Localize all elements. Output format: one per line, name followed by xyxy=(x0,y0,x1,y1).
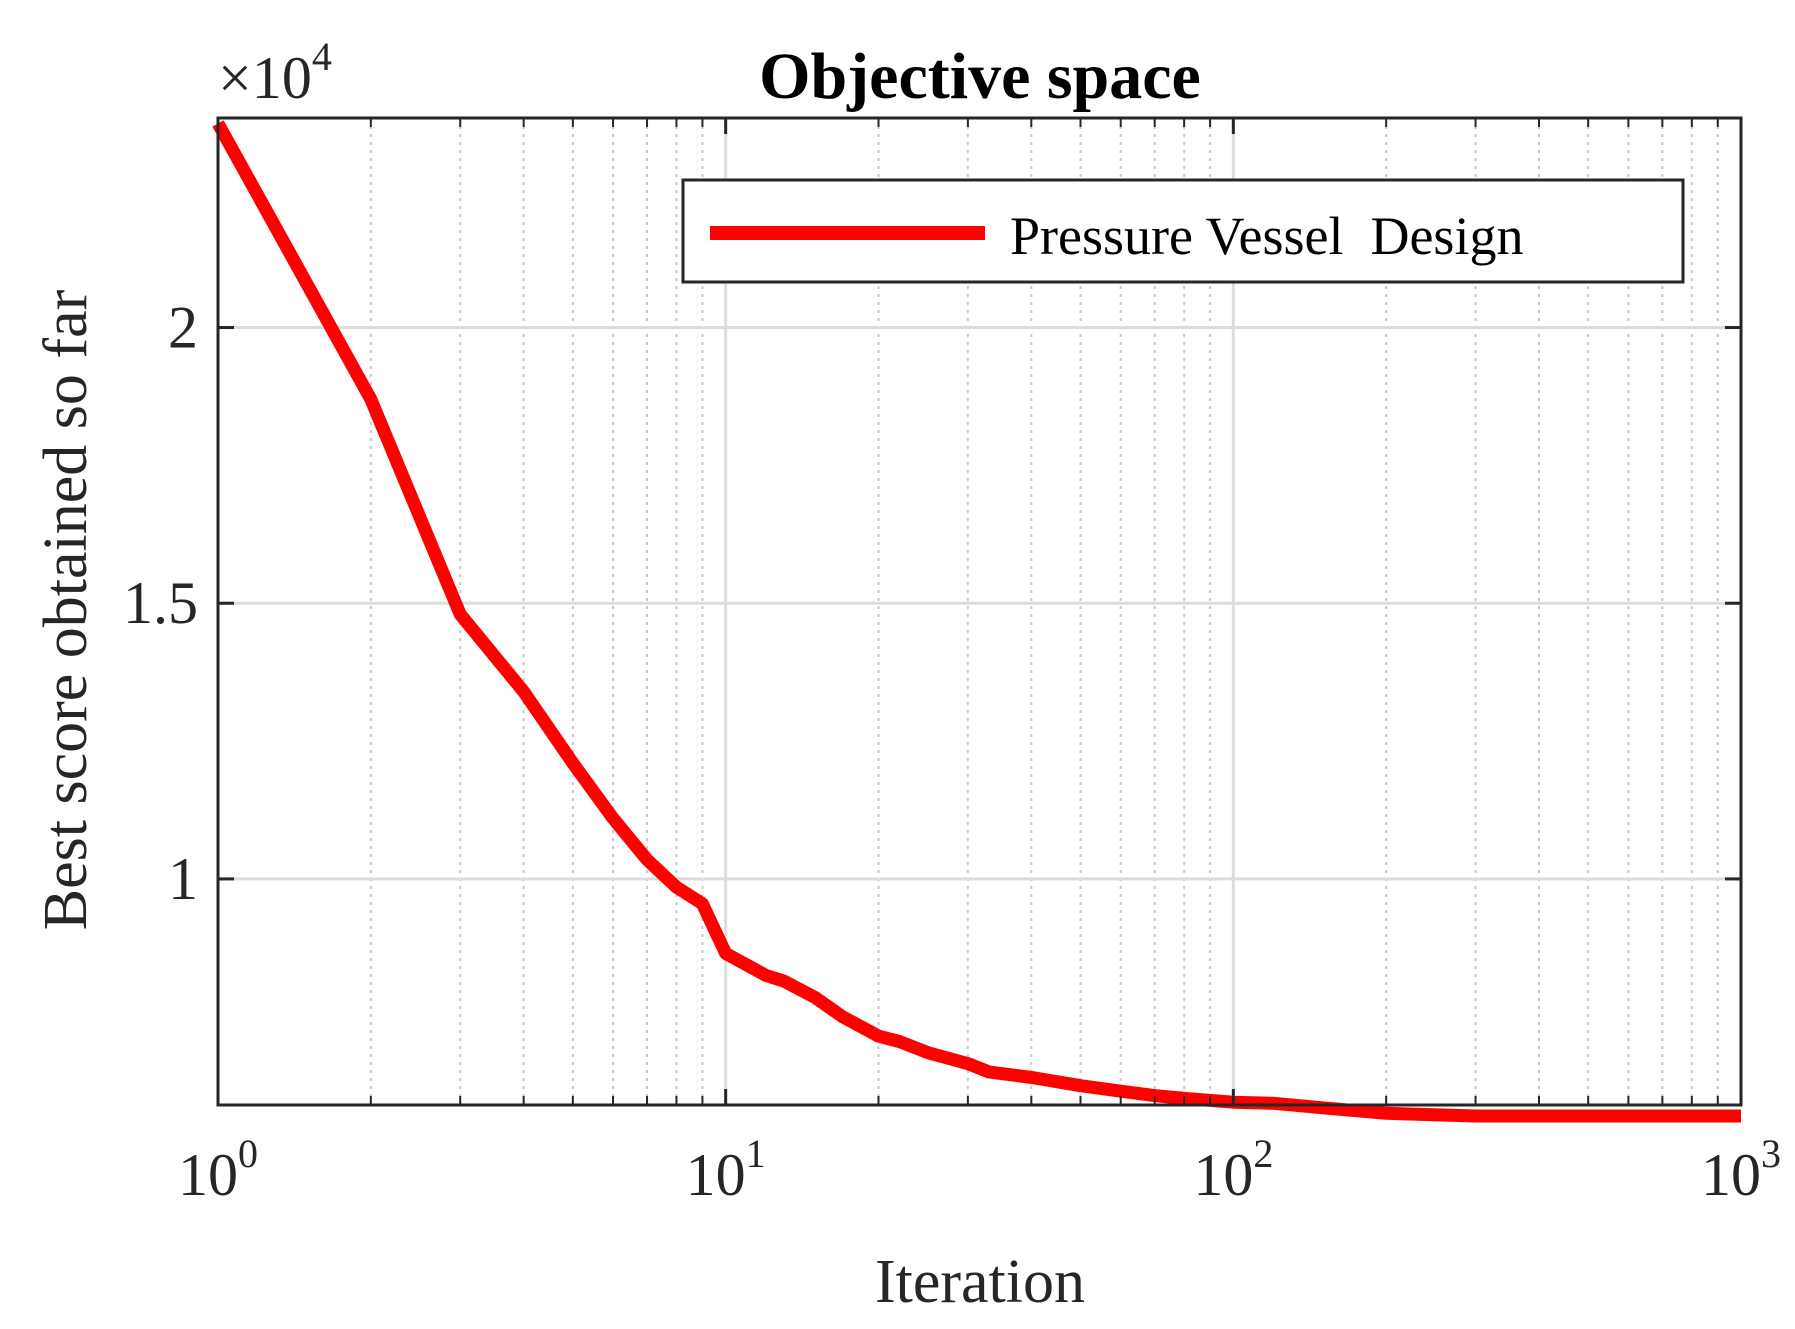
y-tick-labels: 11.52 xyxy=(123,295,198,912)
x-tick-label: 103 xyxy=(1701,1131,1781,1208)
chart-title: Objective space xyxy=(759,40,1201,113)
y-axis-label: Best score obtained so far xyxy=(32,289,100,930)
x-tick-label: 100 xyxy=(178,1131,258,1208)
y-multiplier: ×104 xyxy=(218,34,332,111)
y-tick-label: 1.5 xyxy=(123,570,198,636)
x-tick-labels: 100 101 102 103 xyxy=(178,1131,1781,1208)
tick-marks xyxy=(216,118,1743,1105)
legend-label-pressure-vessel-design: Pressure Vessel Design xyxy=(1010,206,1523,266)
y-tick-label: 1 xyxy=(168,846,198,912)
x-tick-label: 102 xyxy=(1193,1131,1273,1208)
legend[interactable]: Pressure Vessel Design xyxy=(681,178,1685,284)
x-axis-label: Iteration xyxy=(875,1248,1085,1316)
series-layer xyxy=(212,120,1741,1123)
axes-box xyxy=(216,116,1743,1107)
x-tick-label: 101 xyxy=(686,1131,766,1208)
y-tick-label: 2 xyxy=(168,295,198,361)
series-line-pressure-vessel-design xyxy=(212,120,1741,1123)
